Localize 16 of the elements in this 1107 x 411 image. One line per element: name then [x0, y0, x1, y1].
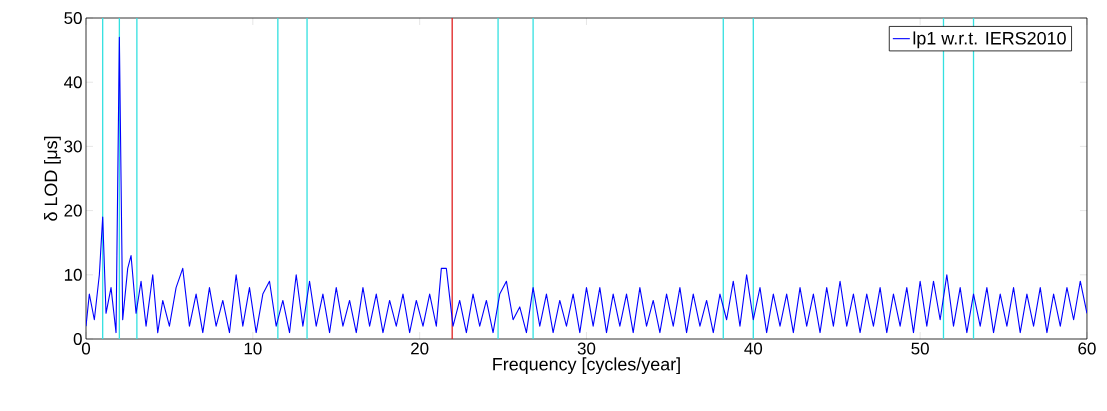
y-tick-label: 50	[64, 12, 82, 24]
x-axis-title: Frequency [cycles/year]	[493, 357, 680, 375]
x-tick-label: 50	[911, 342, 929, 355]
x-tick-label: 0	[81, 342, 91, 355]
x-tick-label: 30	[577, 342, 596, 355]
x-tick-label: 60	[1078, 342, 1096, 355]
x-tick-label: 20	[411, 342, 429, 355]
x-tick-label: 40	[744, 342, 763, 355]
y-tick-label: 0	[73, 333, 82, 345]
y-tick-label: 40	[64, 76, 82, 89]
y-axis-title: δ LOD [μs]	[44, 136, 61, 221]
legend-label: lp1 w.r.t. IERS2010	[913, 31, 1066, 49]
y-tick-label: 30	[64, 140, 82, 153]
y-tick-label: 20	[64, 204, 82, 217]
y-tick-label: 10	[64, 268, 82, 281]
x-tick-label: 10	[244, 342, 262, 355]
